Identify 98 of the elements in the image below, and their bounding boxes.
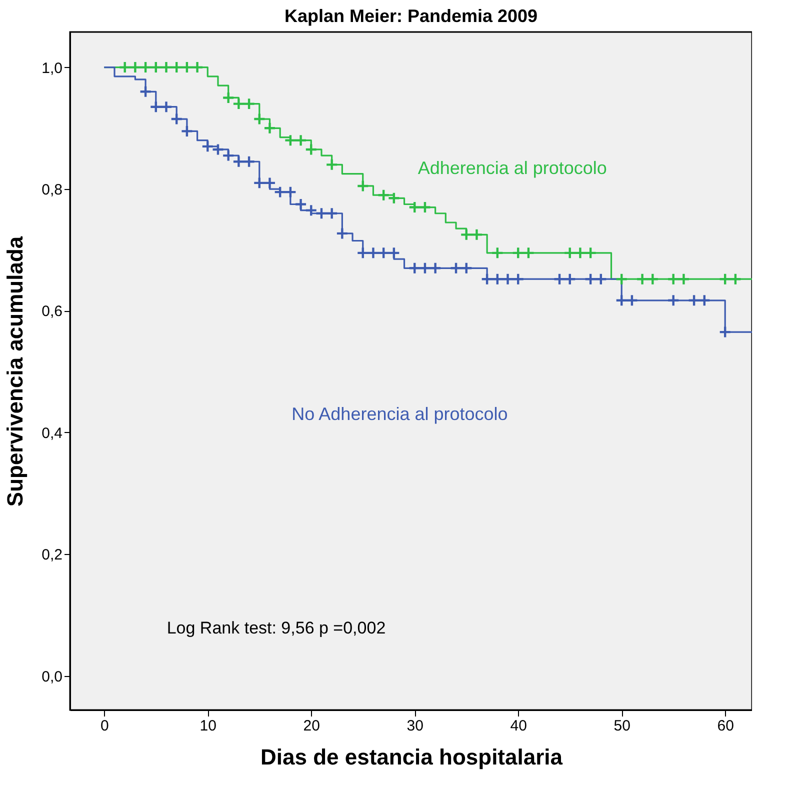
y-tick-label: 0,6 xyxy=(42,303,62,320)
point xyxy=(325,207,338,220)
point xyxy=(522,246,535,260)
x-tick-label: 60 xyxy=(717,718,734,734)
chart-title: Kaplan Meier: Pandemia 2009 xyxy=(284,6,538,26)
x-tick-label: 20 xyxy=(303,718,320,734)
point xyxy=(325,158,338,172)
point xyxy=(584,246,597,260)
point xyxy=(564,246,576,260)
point xyxy=(128,60,142,74)
point xyxy=(512,246,524,260)
point xyxy=(212,143,224,156)
point xyxy=(377,246,390,260)
point xyxy=(428,262,442,274)
point xyxy=(418,262,432,274)
point xyxy=(667,294,680,307)
y-tick-label: 1,0 xyxy=(42,60,62,77)
point xyxy=(304,143,318,156)
point xyxy=(553,272,566,286)
point xyxy=(615,272,628,286)
point xyxy=(501,272,514,286)
point xyxy=(564,272,576,286)
point xyxy=(594,272,608,286)
point xyxy=(118,60,132,74)
point xyxy=(615,294,628,307)
point xyxy=(408,200,421,214)
point xyxy=(284,134,297,147)
y-tick-label: 0,2 xyxy=(42,546,62,564)
annotation: Log Rank test: 9,56 p =0,002 xyxy=(166,618,386,638)
point xyxy=(718,326,732,338)
x-tick-label: 50 xyxy=(614,718,630,734)
point xyxy=(688,294,700,307)
series-label: Adherencia al protocolo xyxy=(418,158,607,178)
point xyxy=(366,246,380,260)
point xyxy=(232,155,246,168)
point xyxy=(232,97,246,110)
point xyxy=(336,227,349,240)
x-tick-label: 40 xyxy=(510,718,527,734)
point xyxy=(274,186,286,198)
point xyxy=(574,246,587,260)
point xyxy=(356,180,370,192)
point xyxy=(491,246,504,260)
point xyxy=(480,272,494,286)
point xyxy=(222,91,235,104)
point xyxy=(190,60,204,74)
point xyxy=(242,155,256,168)
point xyxy=(304,204,318,217)
point xyxy=(294,134,308,147)
point xyxy=(253,112,266,126)
point xyxy=(180,124,194,138)
point xyxy=(139,60,152,74)
point xyxy=(460,262,473,274)
point xyxy=(388,246,400,260)
point xyxy=(388,192,400,204)
point xyxy=(584,272,597,286)
point xyxy=(408,262,421,274)
y-tick-label: 0,4 xyxy=(42,424,62,442)
point xyxy=(377,188,390,202)
point xyxy=(698,294,711,307)
point xyxy=(626,294,638,307)
point xyxy=(170,112,183,126)
point xyxy=(315,207,328,220)
point xyxy=(460,228,473,242)
point xyxy=(139,85,152,98)
y-tick-label: 0,0 xyxy=(42,668,62,686)
x-tick-label: 0 xyxy=(100,718,109,734)
x-axis-title: Dias de estancia hospitalaria xyxy=(260,744,564,770)
point xyxy=(729,272,742,286)
point xyxy=(150,100,162,114)
point xyxy=(418,200,432,214)
x-tick-label: 10 xyxy=(200,718,216,734)
point xyxy=(636,272,649,286)
point xyxy=(263,122,276,135)
point xyxy=(201,140,214,153)
point xyxy=(180,60,194,74)
point xyxy=(491,272,504,286)
point xyxy=(356,246,370,260)
point xyxy=(222,149,235,162)
text: No Adherencia al protocolo xyxy=(292,404,508,424)
y-tick-label: 0,8 xyxy=(42,182,62,199)
point xyxy=(284,186,297,198)
point xyxy=(450,262,462,274)
point xyxy=(170,60,183,74)
point xyxy=(470,228,484,242)
point xyxy=(294,198,308,211)
point xyxy=(677,272,690,286)
point xyxy=(718,272,732,286)
point xyxy=(160,100,173,114)
point xyxy=(667,272,680,286)
point xyxy=(160,60,173,74)
y-axis-title: Supervivencia acumulada xyxy=(2,236,28,507)
point xyxy=(253,176,266,190)
point xyxy=(150,60,162,74)
point xyxy=(263,176,276,190)
point xyxy=(646,272,659,286)
point xyxy=(242,97,256,110)
point xyxy=(512,272,524,286)
x-tick-label: 30 xyxy=(406,718,424,734)
